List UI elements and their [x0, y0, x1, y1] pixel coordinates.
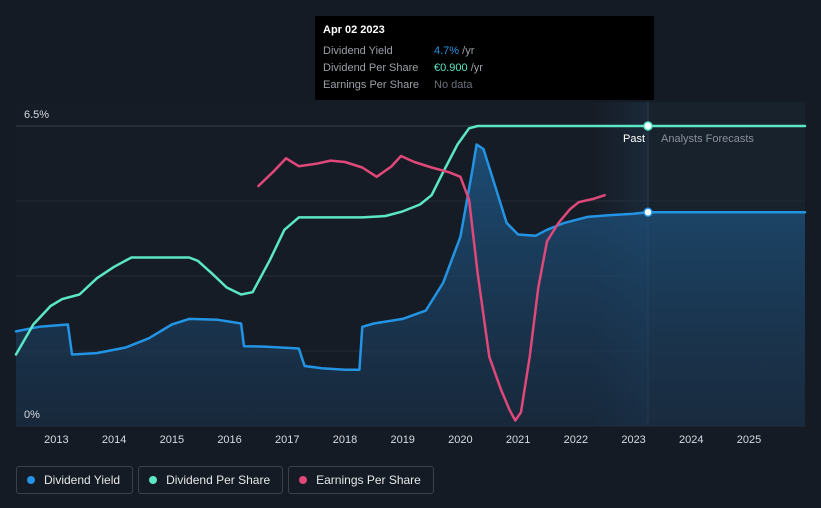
tooltip-row-dividend-yield: Dividend Yield 4.7% /yr [323, 42, 646, 59]
x-tick-label: 2017 [275, 434, 299, 446]
dividend-per-share-marker[interactable] [643, 121, 653, 131]
x-tick-label: 2022 [564, 434, 588, 446]
earnings-per-share-line [257, 154, 606, 422]
tooltip: Apr 02 2023 Dividend Yield 4.7% /yr Divi… [315, 16, 654, 100]
y-tick-label-bottom: 0% [24, 409, 40, 421]
x-tick-label: 2019 [390, 434, 414, 446]
x-tick-label: 2021 [506, 434, 530, 446]
tooltip-row-dividend-per-share: Dividend Per Share €0.900 /yr [323, 59, 646, 76]
tooltip-value: 4.7% [434, 44, 460, 57]
series-layer [14, 124, 807, 426]
dividend-yield-line [14, 143, 807, 371]
x-tick-label: 2024 [679, 434, 703, 446]
dividend-per-share-line [14, 124, 807, 356]
legend: Dividend Yield Dividend Per Share Earnin… [16, 466, 434, 494]
tooltip-label: Earnings Per Share [323, 78, 419, 91]
earnings-per-share-dot-icon [299, 476, 308, 484]
tooltip-label: Dividend Per Share [323, 61, 419, 74]
dividend-yield-dot-icon [27, 476, 35, 484]
tooltip-unit: /yr [459, 44, 475, 57]
x-axis: 2013 2014 2015 2016 2017 2018 2019 2020 2021 2022… [44, 434, 761, 446]
tooltip-unit: /yr [467, 61, 483, 74]
x-tick-label: 2015 [160, 434, 184, 446]
legend-label: Earnings Per Share [316, 473, 421, 487]
x-tick-label: 2020 [448, 434, 472, 446]
tooltip-label: Dividend Yield [323, 44, 393, 57]
legend-item-dividend-per-share[interactable]: Dividend Per Share [138, 466, 284, 494]
x-tick-label: 2025 [737, 434, 761, 446]
x-tick-label: 2018 [333, 434, 357, 446]
x-tick-label: 2013 [44, 434, 68, 446]
forecast-label: Analysts Forecasts [661, 133, 754, 145]
legend-item-dividend-yield[interactable]: Dividend Yield [16, 466, 134, 494]
x-tick-label: 2016 [217, 434, 241, 446]
tooltip-row-earnings-per-share: Earnings Per Share No data [323, 76, 646, 93]
tooltip-date: Apr 02 2023 [323, 24, 385, 36]
past-label: Past [623, 133, 645, 145]
dividend-yield-marker[interactable] [643, 207, 653, 218]
legend-item-earnings-per-share[interactable]: Earnings Per Share [288, 466, 434, 494]
x-tick-label: 2023 [621, 434, 645, 446]
dividend-per-share-dot-icon [149, 476, 158, 484]
legend-label: Dividend Per Share [166, 473, 271, 487]
dividend-yield-area [16, 144, 805, 426]
markers-layer [643, 121, 653, 218]
tooltip-value: €0.900 [434, 61, 468, 74]
tooltip-value: No data [434, 78, 473, 91]
legend-label: Dividend Yield [44, 473, 121, 487]
y-tick-label-top: 6.5% [24, 109, 49, 121]
x-tick-label: 2014 [102, 434, 126, 446]
